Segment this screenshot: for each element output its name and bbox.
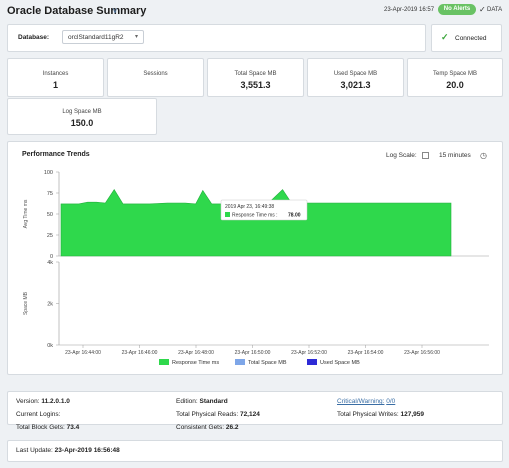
kpi-temp-space[interactable]: Temp Space MB 20.0 bbox=[407, 58, 503, 97]
x-tick-label: 23-Apr 16:48:00 bbox=[178, 350, 214, 356]
data-status-label: DATA bbox=[487, 7, 503, 13]
check-icon: ✓ bbox=[441, 32, 449, 42]
database-info-panel bbox=[7, 391, 503, 425]
kpi-used-space[interactable]: Used Space MB 3,021.3 bbox=[307, 58, 404, 97]
top-y-tick-label: 0 bbox=[50, 254, 53, 260]
kpi-sessions[interactable]: Sessions bbox=[107, 58, 204, 97]
legend-swatch bbox=[159, 359, 169, 365]
x-tick-label: 23-Apr 16:56:00 bbox=[404, 350, 440, 356]
connection-status-panel bbox=[431, 24, 502, 52]
kpi-total-space[interactable]: Total Space MB 3,551.3 bbox=[207, 58, 304, 97]
response-time-area bbox=[60, 189, 452, 257]
legend-swatch bbox=[307, 359, 317, 365]
physical-writes-value: 127,959 bbox=[400, 411, 424, 418]
tooltip-swatch bbox=[225, 212, 230, 217]
performance-trends-panel bbox=[7, 141, 503, 375]
kpi-value: 20.0 bbox=[446, 80, 464, 90]
connection-status: Connected bbox=[455, 35, 487, 42]
critical-warning-link: Critical/Warning: bbox=[337, 398, 385, 405]
last-update-row: Last Update: 23-Apr-2019 16:56:48 bbox=[16, 447, 120, 454]
performance-chart[interactable]: 100 75 50 25 04k 2k 0k Avg Time ms Space MB 23-Ap… bbox=[7, 160, 503, 374]
kpi-log-space[interactable]: Log Space MB 150.0 bbox=[7, 98, 157, 135]
top-y-axis-title: Avg Time ms bbox=[23, 199, 29, 228]
top-y-tick-label: 25 bbox=[47, 233, 53, 239]
physical-writes-row: Total Physical Writes: 127,959 bbox=[337, 411, 424, 418]
consistent-gets-row: Consistent Gets: 26.2 bbox=[176, 424, 239, 431]
top-y-tick-label: 75 bbox=[47, 191, 53, 197]
kpi-label: Log Space MB bbox=[62, 109, 102, 115]
current-logins-row: Current Logins: bbox=[16, 411, 61, 418]
last-update-panel bbox=[7, 440, 503, 462]
physical-reads-value: 72,124 bbox=[239, 411, 260, 418]
x-tick-label: 23-Apr 16:46:00 bbox=[122, 350, 158, 356]
legend-label: Used Space MB bbox=[320, 360, 360, 366]
last-update-value: 23-Apr-2019 16:56:48 bbox=[54, 447, 120, 454]
x-tick-label: 23-Apr 16:54:00 bbox=[348, 350, 384, 356]
kpi-label: Instances bbox=[42, 71, 69, 77]
kpi-label: Sessions bbox=[143, 71, 168, 77]
kpi-label: Used Space MB bbox=[333, 71, 378, 77]
kpi-label: Total Space MB bbox=[234, 71, 277, 77]
x-tick-label: 23-Apr 16:50:00 bbox=[235, 350, 271, 356]
kpi-value: 3,021.3 bbox=[340, 80, 371, 90]
x-tick-label: 23-Apr 16:52:00 bbox=[291, 350, 327, 356]
data-check-icon: ✓ bbox=[479, 5, 486, 14]
performance-title: Performance Trends bbox=[22, 151, 90, 158]
edition-row: Edition: Standard bbox=[176, 398, 228, 405]
database-select-value: orclStandard11gR2 bbox=[68, 34, 124, 41]
edition-value: Standard bbox=[199, 398, 228, 405]
kpi-value: 3,551.3 bbox=[240, 80, 271, 90]
tooltip-label: Response Time ms : bbox=[232, 213, 278, 219]
header-timestamp: 23-Apr-2019 16:57 bbox=[384, 7, 435, 13]
physical-reads-row: Total Physical Reads: 72,124 bbox=[176, 411, 260, 418]
top-y-tick-label: 50 bbox=[47, 212, 53, 218]
x-tick-label: 23-Apr 16:44:00 bbox=[65, 350, 101, 356]
alert-status-badge[interactable]: No Alerts bbox=[438, 4, 476, 15]
chart-tooltip bbox=[220, 199, 308, 221]
log-scale-checkbox[interactable] bbox=[422, 152, 429, 159]
chevron-down-icon[interactable]: ∨ bbox=[112, 6, 118, 15]
version-value: 11.2.0.1.0 bbox=[41, 398, 70, 405]
kpi-instances[interactable]: Instances 1 bbox=[7, 58, 104, 97]
top-y-tick-label: 100 bbox=[44, 170, 53, 176]
database-label: Database: bbox=[18, 34, 50, 41]
consistent-gets-value: 26.2 bbox=[225, 424, 239, 431]
block-gets-row: Total Block Gets: 73.4 bbox=[16, 424, 80, 431]
legend-label: Total Space MB bbox=[248, 360, 287, 366]
kpi-label: Temp Space MB bbox=[432, 71, 478, 77]
bottom-y-tick-label: 2k bbox=[47, 302, 53, 308]
critical-warning-value: 0/0 bbox=[386, 398, 396, 405]
bottom-y-tick-label: 4k bbox=[47, 260, 53, 266]
bottom-y-axis-title: Space MB bbox=[23, 291, 29, 315]
clock-icon[interactable]: ◷ bbox=[480, 151, 487, 160]
time-range-select[interactable]: 15 minutes bbox=[439, 152, 471, 159]
page-title: Oracle Database Summary bbox=[7, 5, 147, 17]
block-gets-value: 73.4 bbox=[66, 424, 80, 431]
critical-warning-row[interactable]: Critical/Warning: 0/0 bbox=[337, 398, 395, 405]
log-scale-label: Log Scale: bbox=[386, 152, 417, 159]
kpi-value: 1 bbox=[52, 80, 58, 90]
tooltip-value: 78.00 bbox=[288, 213, 301, 219]
version-row: Version: 11.2.0.1.0 bbox=[16, 398, 70, 405]
bottom-y-tick-label: 0k bbox=[47, 343, 53, 349]
legend-label: Response Time ms bbox=[172, 360, 219, 366]
database-select[interactable]: orclStandard11gR2 ▾ bbox=[62, 30, 144, 44]
kpi-value: 150.0 bbox=[70, 118, 94, 128]
tooltip-time: 2019 Apr 23, 16:49:38 bbox=[225, 204, 274, 210]
legend-swatch bbox=[235, 359, 245, 365]
chevron-down-icon: ▾ bbox=[134, 34, 138, 40]
